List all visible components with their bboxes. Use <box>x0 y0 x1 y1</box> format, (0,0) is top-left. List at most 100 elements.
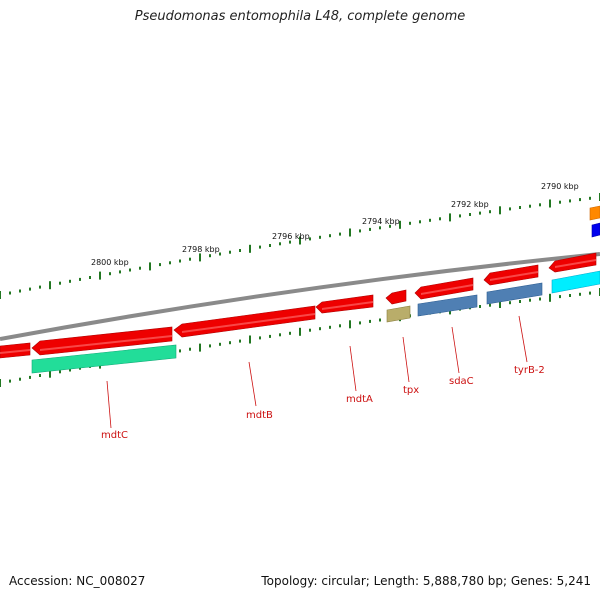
feature-blocks <box>31 205 600 374</box>
outer-tick-mark <box>489 210 491 214</box>
outer-tick-mark <box>169 261 171 265</box>
forward-strand-genes <box>0 252 597 359</box>
outer-tick-mark <box>419 220 421 224</box>
inner-tick-mark <box>489 303 491 307</box>
inner-tick-mark <box>249 335 251 344</box>
inner-tick-mark <box>579 292 581 296</box>
outer-tick-mark <box>569 199 571 203</box>
outer-tick-mark <box>179 259 181 263</box>
feature-block-mint[interactable] <box>31 344 177 374</box>
outer-tick-mark <box>189 257 191 261</box>
outer-tick-mark <box>209 254 211 258</box>
outer-tick-mark <box>239 249 241 252</box>
outer-tick-mark <box>19 289 21 293</box>
inner-tick-mark <box>499 300 501 308</box>
inner-tick-mark <box>189 347 191 351</box>
outer-tick-mark <box>549 199 551 208</box>
gene-label-tpx[interactable]: tpx <box>403 385 419 396</box>
outer-tick-mark <box>9 291 11 295</box>
outer-tick-mark <box>289 240 291 244</box>
inner-tick-mark <box>339 324 341 328</box>
inner-tick-mark <box>349 320 351 329</box>
outer-tick-mark <box>589 196 591 200</box>
inner-tick-mark <box>539 297 541 301</box>
outer-tick-mark <box>479 211 481 215</box>
inner-tick-mark <box>9 379 11 383</box>
genome-summary-text: Topology: circular; Length: 5,888,780 bp… <box>261 574 591 588</box>
scale-label-2794: 2794 kbp <box>362 217 400 226</box>
inner-tick-mark <box>209 344 211 348</box>
inner-tick-mark <box>279 333 281 337</box>
outer-tick-mark <box>229 250 231 254</box>
inner-tick-mark <box>19 377 21 381</box>
inner-tick-mark <box>269 334 271 338</box>
outer-tick-mark <box>159 263 161 267</box>
scale-label-2796: 2796 kbp <box>272 232 310 241</box>
inner-tick-mark <box>289 331 291 335</box>
inner-tick-mark <box>519 300 521 303</box>
outer-tick-mark <box>359 229 361 233</box>
gene-label-mdtA[interactable]: mdtA <box>346 394 373 405</box>
inner-tick-mark <box>229 341 231 345</box>
outer-tick-mark <box>69 279 71 283</box>
inner-tick-mark <box>179 349 181 353</box>
outer-tick-mark <box>89 276 91 279</box>
inner-tick-mark <box>529 298 531 302</box>
feature-block-blue[interactable] <box>591 222 600 238</box>
outer-tick-mark <box>459 214 461 218</box>
gene-label-mdtB[interactable]: mdtB <box>246 410 273 421</box>
inner-tick-mark <box>299 327 301 336</box>
gene-label-mdtC[interactable]: mdtC <box>101 430 128 441</box>
outer-tick-mark <box>0 291 1 299</box>
inner-tick-mark <box>309 328 311 332</box>
scale-label-2800: 2800 kbp <box>91 258 129 267</box>
inner-tick-mark <box>0 379 1 387</box>
outer-tick-mark <box>139 266 141 270</box>
outer-tick-mark <box>389 224 391 228</box>
gene-arrow-tpx[interactable] <box>385 289 407 305</box>
inner-tick-mark <box>509 301 511 305</box>
inner-tick-mark <box>59 370 61 374</box>
outer-tick-mark <box>319 235 321 239</box>
feature-block-olive[interactable] <box>386 305 411 323</box>
outer-tick-mark <box>519 206 521 209</box>
outer-tick-mark <box>29 287 31 291</box>
outer-tick-mark <box>339 232 341 236</box>
inner-tick-mark <box>29 375 31 379</box>
inner-tick-mark <box>569 294 571 297</box>
inner-tick-mark <box>259 336 261 340</box>
outer-tick-mark <box>59 281 61 285</box>
outer-tick-mark <box>259 245 261 249</box>
outer-tick-mark <box>129 268 131 272</box>
genome-backbone <box>0 252 600 341</box>
outer-tick-mark <box>199 253 201 262</box>
outer-tick-mark <box>49 281 51 290</box>
outer-tick-mark <box>249 244 251 253</box>
gene-arrow-mdtB[interactable] <box>173 305 316 338</box>
inner-tick-mark <box>239 339 241 343</box>
gene-arrow-sdaC[interactable] <box>414 277 474 300</box>
inner-tick-mark <box>369 319 371 323</box>
gene-arrow-tyrB-2[interactable] <box>483 264 539 286</box>
gene-label-sdaC[interactable]: sdaC <box>449 376 474 387</box>
feature-block-steel-blue-2[interactable] <box>486 282 543 305</box>
inner-tick-mark <box>39 374 41 377</box>
inner-tick-mark <box>199 343 201 352</box>
feature-block-steel-blue-1[interactable] <box>417 294 478 317</box>
feature-block-cyan[interactable] <box>551 270 600 294</box>
outer-tick-mark <box>329 234 331 238</box>
outer-tick-mark <box>469 213 471 216</box>
outer-tick-mark <box>579 198 581 202</box>
outer-tick-mark <box>539 203 541 207</box>
outer-tick-mark <box>349 228 351 237</box>
inner-tick-mark <box>379 318 381 322</box>
inner-tick-mark <box>219 342 221 346</box>
gene-label-tyrB-2[interactable]: tyrB-2 <box>514 365 545 376</box>
label-leader-lines <box>106 315 528 429</box>
outer-tick-mark <box>429 218 431 222</box>
outer-tick-mark <box>509 207 511 211</box>
feature-block-orange[interactable] <box>589 205 600 221</box>
outer-tick-mark <box>529 204 531 208</box>
